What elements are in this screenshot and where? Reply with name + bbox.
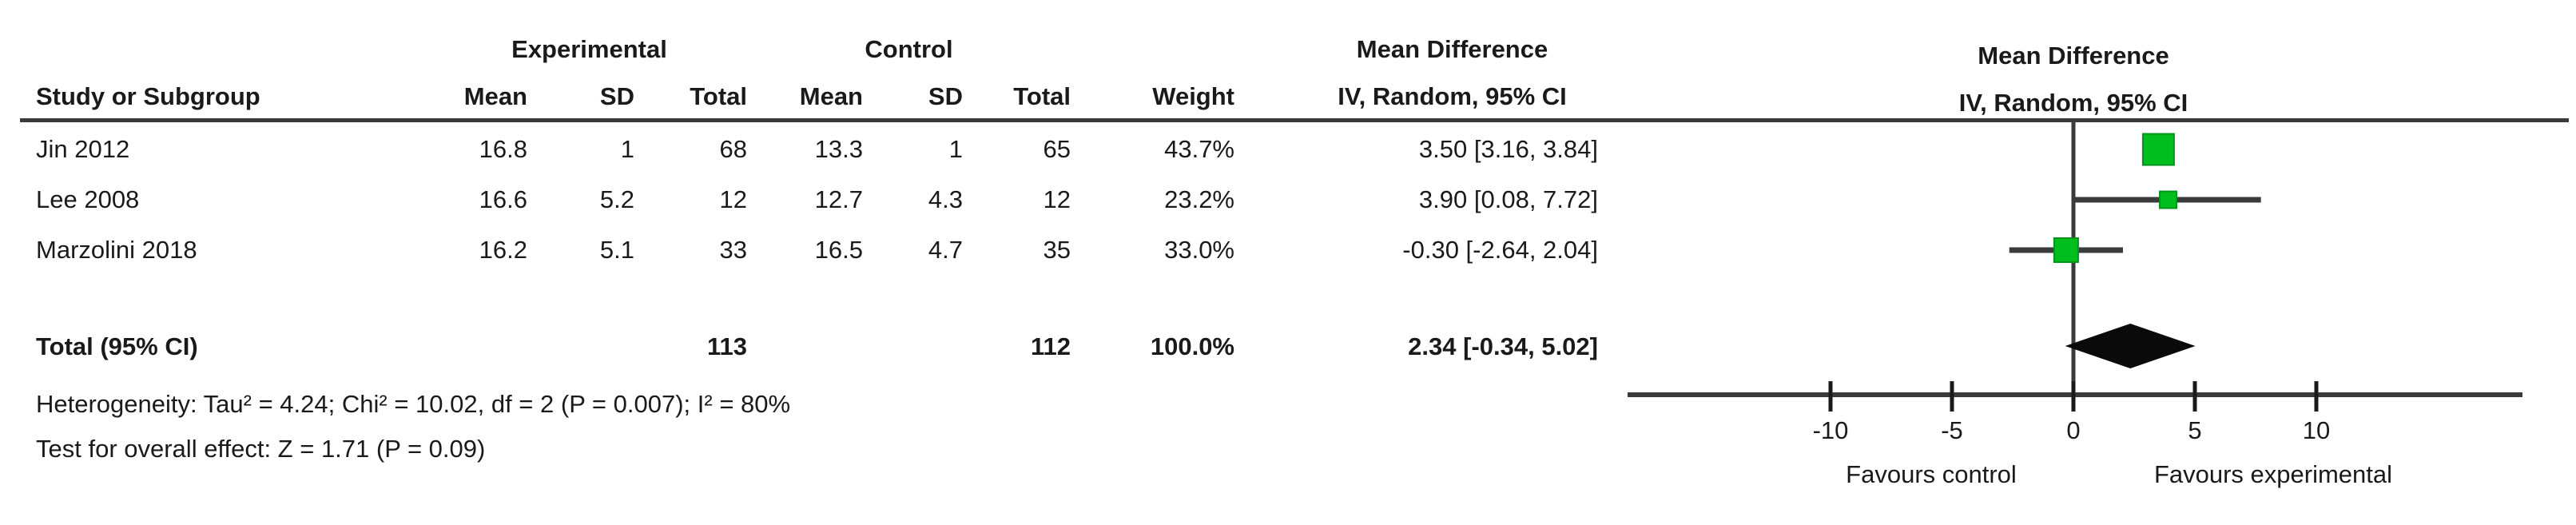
ctrl-total: 12 xyxy=(1043,185,1071,213)
ctrl-mean-header: Mean xyxy=(799,82,863,110)
exp-sd: 1 xyxy=(620,135,634,163)
favours-right-label: Favours experimental xyxy=(2154,460,2392,488)
exp-mean: 16.8 xyxy=(479,135,527,163)
exp-total: 12 xyxy=(719,185,747,213)
study-label: Lee 2008 xyxy=(36,185,140,213)
weight-value: 33.0% xyxy=(1164,236,1234,264)
ctrl-mean: 12.7 xyxy=(814,185,863,213)
ci-value: 3.50 [3.16, 3.84] xyxy=(1418,135,1598,163)
study-point-square xyxy=(2141,133,2175,166)
experimental-group-header: Experimental xyxy=(511,35,667,63)
header-rule xyxy=(20,118,2569,122)
column-header-row: Study or Subgroup Mean SD Total Mean SD … xyxy=(36,79,1598,114)
control-group-header: Control xyxy=(865,35,953,63)
method-header-left: IV, Random, 95% CI xyxy=(1338,82,1567,110)
ctrl-total: 65 xyxy=(1043,135,1071,163)
effect-measure-header-left: Mean Difference xyxy=(1356,35,1548,63)
ctrl-sd: 4.3 xyxy=(928,185,963,213)
exp-total: 33 xyxy=(719,236,747,264)
axis-tick-label: 10 xyxy=(2303,416,2330,444)
study-point-square xyxy=(2159,190,2178,209)
axis-tick-label: -5 xyxy=(1941,416,1963,444)
total-exp-total: 113 xyxy=(706,332,747,360)
axis-tick-label: -10 xyxy=(1813,416,1849,444)
ctrl-mean: 13.3 xyxy=(814,135,863,163)
ctrl-total-header: Total xyxy=(1013,82,1071,110)
exp-mean: 16.2 xyxy=(479,236,527,264)
exp-mean: 16.6 xyxy=(479,185,527,213)
weight-header: Weight xyxy=(1152,82,1234,110)
table-row: Jin 2012 16.8 1 68 13.3 1 65 43.7% 3.50 … xyxy=(36,132,1598,167)
exp-mean-header: Mean xyxy=(463,82,527,110)
weight-value: 23.2% xyxy=(1164,185,1234,213)
study-column-header: Study or Subgroup xyxy=(36,82,260,110)
overall-effect-note: Test for overall effect: Z = 1.71 (P = 0… xyxy=(36,435,486,463)
ctrl-sd: 1 xyxy=(948,135,963,163)
total-row: Total (95% CI) 113 112 100.0% 2.34 [-0.3… xyxy=(36,329,1598,364)
ctrl-sd: 4.7 xyxy=(928,236,963,264)
total-label: Total (95% CI) xyxy=(36,332,198,360)
forest-plot-panel: -10 -5 0 5 10 Favours control Favours experime… xyxy=(1628,122,2522,488)
exp-total-header: Total xyxy=(690,82,747,110)
ctrl-sd-header: SD xyxy=(928,82,963,110)
table-row: Marzolini 2018 16.2 5.1 33 16.5 4.7 35 3… xyxy=(36,233,1598,268)
heterogeneity-note: Heterogeneity: Tau² = 4.24; Chi² = 10.02… xyxy=(36,390,791,418)
plot-panel-header: Mean Difference IV, Random, 95% CI xyxy=(1754,32,2393,126)
effect-measure-header-right: Mean Difference xyxy=(1978,42,2169,70)
exp-sd: 5.1 xyxy=(599,236,634,264)
weight-value: 43.7% xyxy=(1164,135,1234,163)
group-header-row: Experimental Control Mean Difference xyxy=(36,32,1598,67)
total-diamond xyxy=(2065,324,2196,368)
ci-value: 3.90 [0.08, 7.72] xyxy=(1418,185,1598,213)
ctrl-mean: 16.5 xyxy=(814,236,863,264)
study-label: Marzolini 2018 xyxy=(36,236,197,264)
total-weight: 100.0% xyxy=(1150,332,1234,360)
total-ctrl-total: 112 xyxy=(1030,332,1071,360)
axis-tick-label: 0 xyxy=(2066,416,2080,444)
table-row: Lee 2008 16.6 5.2 12 12.7 4.3 12 23.2% 3… xyxy=(36,182,1598,217)
total-ci-value: 2.34 [-0.34, 5.02] xyxy=(1408,332,1598,360)
method-header-right: IV, Random, 95% CI xyxy=(1958,89,2188,117)
ctrl-total: 35 xyxy=(1043,236,1071,264)
exp-sd: 5.2 xyxy=(599,185,634,213)
axis-tick-label: 5 xyxy=(2188,416,2201,444)
favours-left-label: Favours control xyxy=(1846,460,2017,488)
study-label: Jin 2012 xyxy=(36,135,130,163)
exp-sd-header: SD xyxy=(599,82,634,110)
exp-total: 68 xyxy=(719,135,747,163)
study-point-square xyxy=(2053,237,2079,263)
ci-value: -0.30 [-2.64, 2.04] xyxy=(1402,236,1598,264)
